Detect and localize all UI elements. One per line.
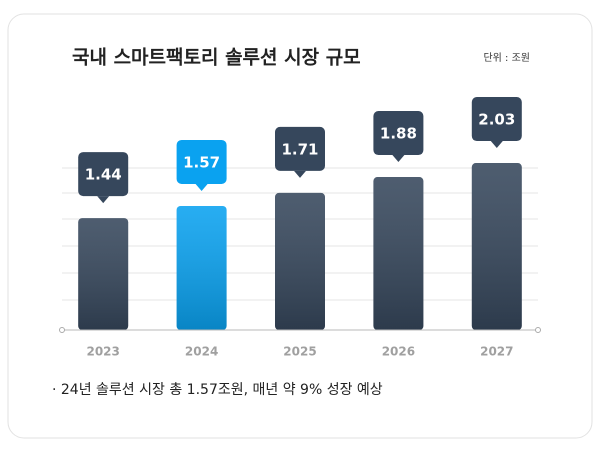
callout-pointer <box>490 141 503 149</box>
x-tick-label: 2024 <box>185 345 218 359</box>
callout <box>373 111 424 156</box>
callout-pointer <box>392 155 405 163</box>
callout-pointer <box>195 183 208 191</box>
value-label: 1.88 <box>380 125 417 143</box>
chart-title: 국내 스마트팩토리 솔루션 시장 규모 <box>72 47 361 69</box>
note: · 24년 솔루션 시장 총 1.57조원, 매년 약 9% 성장 예상 <box>52 382 383 398</box>
unit-label: 단위 : 조원 <box>483 51 530 64</box>
value-label: 1.57 <box>183 153 220 171</box>
value-label: 1.44 <box>85 166 122 184</box>
bar-shade <box>471 163 522 330</box>
callout <box>176 139 227 184</box>
x-tick-label: 2023 <box>86 345 119 359</box>
x-tick-label: 2027 <box>480 345 513 359</box>
bar-shade <box>275 192 325 330</box>
bar-shade <box>78 218 129 330</box>
baseline-end <box>535 327 541 333</box>
callout-pointer <box>294 170 306 178</box>
x-tick-label: 2026 <box>382 345 415 359</box>
x-tick-label: 2025 <box>283 345 316 359</box>
callout <box>275 126 325 171</box>
baseline-end <box>59 327 65 333</box>
callout <box>471 97 522 142</box>
callout <box>78 152 129 197</box>
bar-shade <box>373 177 424 330</box>
value-label: 2.03 <box>478 111 515 129</box>
value-label: 1.71 <box>281 140 318 158</box>
callout-pointer <box>97 196 110 204</box>
bar-shade <box>176 205 227 330</box>
